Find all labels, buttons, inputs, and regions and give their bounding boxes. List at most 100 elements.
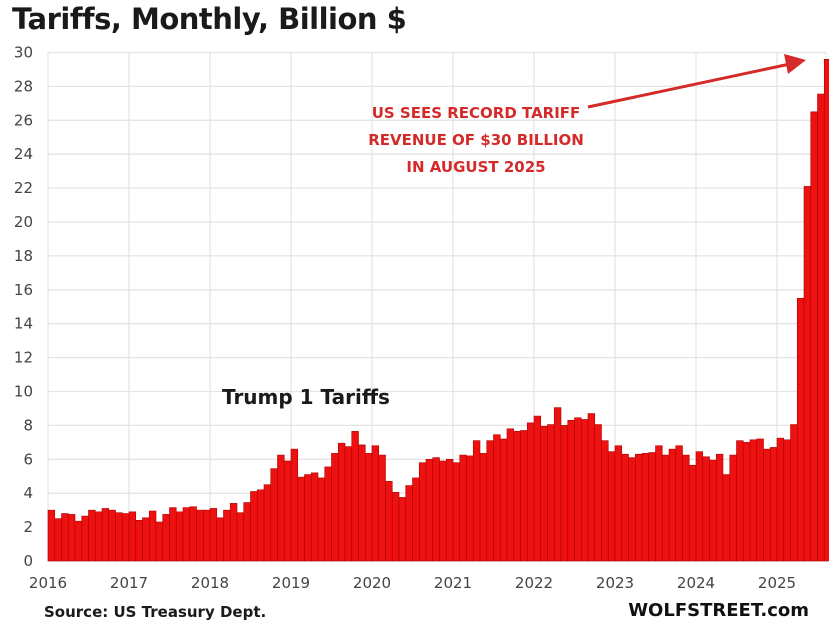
bar	[378, 454, 386, 562]
bar	[695, 451, 704, 562]
bar	[67, 514, 76, 562]
y-tick-label: 16	[14, 281, 33, 299]
bar	[216, 517, 224, 562]
bar	[763, 448, 771, 562]
x-tick-label: 2025	[758, 574, 796, 592]
bar	[520, 430, 528, 562]
bar	[796, 297, 805, 562]
bar	[115, 512, 123, 562]
x-tick-label: 2024	[677, 574, 715, 592]
bar	[310, 472, 319, 562]
bar	[324, 466, 332, 562]
bar	[432, 457, 440, 562]
bar	[553, 407, 562, 562]
bar	[823, 58, 829, 562]
bar	[223, 509, 231, 562]
bar	[47, 509, 56, 562]
bar	[668, 448, 677, 562]
bar	[587, 413, 596, 562]
bar	[729, 454, 737, 562]
x-tick-label: 2022	[515, 574, 553, 592]
bar	[229, 503, 238, 562]
x-tick-label: 2023	[596, 574, 634, 592]
bar	[358, 444, 366, 562]
annotation-line-2: REVENUE OF $30 BILLION	[368, 131, 584, 149]
x-tick-label: 2016	[29, 574, 67, 592]
y-tick-label: 22	[14, 179, 33, 197]
bar	[196, 509, 204, 562]
bar	[108, 509, 116, 562]
y-tick-label: 26	[14, 111, 33, 129]
bar	[749, 439, 758, 562]
annotation-line-1: US SEES RECORD TARIFF	[372, 104, 581, 122]
bar	[277, 454, 285, 562]
bar	[209, 508, 218, 562]
bar	[270, 468, 278, 562]
bar	[250, 491, 258, 562]
bar	[142, 517, 150, 562]
bar	[803, 186, 812, 562]
bar	[702, 456, 710, 562]
bar	[526, 422, 535, 562]
bar	[155, 521, 164, 562]
bar	[560, 425, 569, 562]
bar	[304, 474, 312, 562]
bar	[742, 442, 751, 562]
brand-logo: WOLFSTREET.com	[628, 600, 809, 621]
bar	[601, 440, 609, 562]
bar	[263, 484, 272, 562]
y-tick-label: 18	[14, 247, 33, 265]
bar	[709, 459, 717, 562]
bar	[337, 442, 346, 562]
y-tick-label: 6	[23, 450, 33, 468]
source-note: Source: US Treasury Dept.	[44, 603, 267, 621]
bar	[540, 425, 548, 562]
bar	[634, 453, 643, 562]
bar	[648, 452, 656, 562]
bar	[351, 431, 359, 562]
bar	[682, 454, 690, 562]
bar	[641, 453, 650, 562]
bar	[607, 451, 616, 562]
bar	[472, 440, 481, 562]
bar	[256, 489, 265, 562]
bar	[715, 453, 724, 562]
bar	[94, 511, 103, 562]
bar	[236, 512, 245, 562]
bar	[101, 508, 110, 562]
x-tick-label: 2019	[272, 574, 310, 592]
bar	[506, 428, 515, 562]
y-tick-label: 12	[14, 349, 33, 367]
bar	[499, 438, 508, 562]
bar	[567, 420, 575, 562]
bar	[398, 497, 407, 562]
bar	[688, 464, 697, 562]
bar	[391, 492, 400, 562]
bar	[182, 507, 191, 562]
annotation-arrow-head-icon	[784, 54, 806, 74]
bar	[756, 438, 764, 562]
bar	[790, 424, 798, 562]
y-tick-label: 2	[23, 518, 33, 536]
bar	[385, 481, 393, 562]
bar	[418, 462, 427, 562]
bar	[405, 485, 413, 562]
y-tick-label: 30	[14, 44, 33, 62]
bar	[81, 515, 89, 562]
y-tick-label: 20	[14, 213, 33, 231]
bar	[533, 415, 542, 562]
bar	[783, 439, 791, 562]
bar	[810, 111, 818, 562]
bar	[776, 437, 785, 562]
bar	[736, 440, 744, 562]
bar	[189, 506, 197, 562]
bar	[459, 454, 467, 562]
bar	[169, 507, 177, 562]
y-tick-label: 0	[23, 552, 33, 570]
bar	[317, 477, 326, 562]
bar	[817, 93, 825, 562]
x-axis-ticks: 2016 2017 2018 2019 2020 2021 2022 2023 2024 2025	[29, 574, 796, 592]
annotation-record: US SEES RECORD TARIFF REVENUE OF $30 BIL…	[368, 54, 806, 176]
